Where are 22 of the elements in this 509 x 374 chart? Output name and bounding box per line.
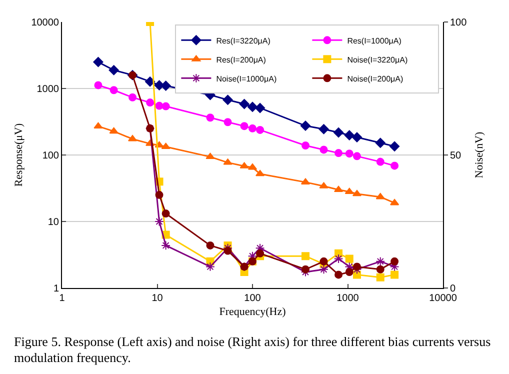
- y2-tick-label: 50: [450, 150, 462, 162]
- y2-axis-title: Noise(nV): [473, 131, 486, 178]
- legend-label: Res(I=3220μA): [216, 36, 271, 46]
- legend-label: Res(I=1000μA): [347, 36, 402, 46]
- y2-tick-label: 100: [450, 18, 468, 28]
- legend-label: Res(I=200μA): [216, 55, 266, 64]
- legend-label: Noise(I=1000μA): [216, 74, 277, 84]
- x-axis-title: Frequency(Hz): [219, 306, 286, 318]
- y-axis-title: Response(μV): [12, 123, 25, 187]
- legend-label: Noise(I=200μA): [347, 74, 404, 84]
- x-tick-label: 1000: [336, 293, 360, 304]
- y-tick-label: 1000: [36, 84, 60, 95]
- y-tick-label: 100: [42, 150, 60, 162]
- x-tick-label: 100: [244, 293, 262, 304]
- x-tick-label: 10: [152, 293, 164, 304]
- y-tick-label: 10000: [31, 18, 60, 28]
- y2-tick-label: 0: [450, 284, 456, 294]
- caption: Figure 5. Response (Left axis) and noise (Right axis) for three different bias currents versus modulation frequency.: [14, 334, 492, 366]
- x-tick-label: 10000: [429, 293, 458, 304]
- y-tick-label: 10: [48, 217, 60, 228]
- y-tick-label: 1: [53, 284, 60, 294]
- legend-label: Noise(I=3220μA): [347, 55, 408, 64]
